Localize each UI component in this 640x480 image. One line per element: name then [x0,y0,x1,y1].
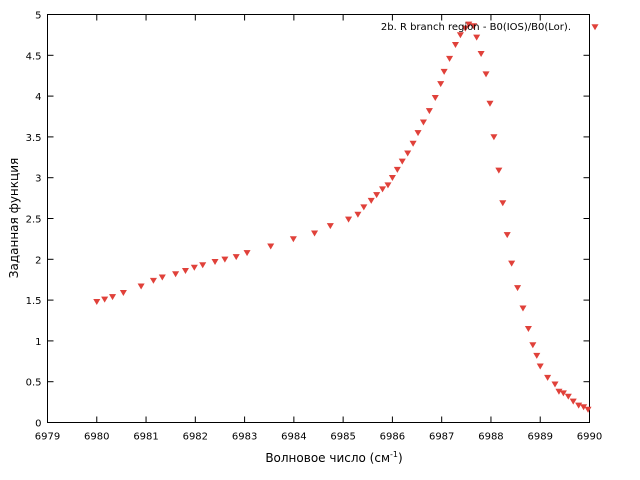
x-tick-label: 6983 [232,432,257,443]
data-point [360,204,368,211]
data-point [456,32,464,39]
data-point [311,230,319,237]
legend: 2b. R branch region - B0(IOS)/B0(Lor). [381,22,599,33]
data-point [514,285,522,292]
data-point [584,406,592,413]
data-point [409,140,417,147]
data-point [470,23,478,30]
data-point [519,305,527,312]
y-tick-label: 2 [35,255,41,266]
data-point [499,200,507,207]
data-point [398,158,406,165]
data-point [451,41,460,48]
data-point [367,197,375,204]
plot-frame [47,14,590,423]
data-point [508,260,516,267]
y-tick-label: 2.5 [26,215,42,226]
data-point [388,175,396,181]
data-point [181,268,189,275]
data-point [354,211,362,218]
data-point [158,274,166,281]
data-point [149,277,157,284]
data-point [119,290,127,297]
y-tick-label: 1 [35,337,41,348]
data-point [440,68,448,75]
data-point [490,134,498,141]
data-point [199,262,207,269]
axis-ticks: 6979 6980 6981 6982 6983 6984 6985 6986 6987 6988… [26,11,603,443]
x-tick-label: 6982 [183,432,208,443]
data-point [419,119,427,126]
data-point [345,216,353,223]
data-point [495,167,503,174]
y-tick-label: 3.5 [26,133,42,144]
data-point [326,223,334,230]
data-point [232,254,240,261]
x-tick-label: 6980 [84,432,109,443]
data-point [393,166,401,173]
data-point [569,398,577,405]
x-axis-label: Волновое число (см-1) [265,450,402,465]
data-point [289,236,297,243]
data-point [533,352,541,359]
data-point [172,271,180,278]
x-tick-label: 6986 [380,432,405,443]
data-point [461,25,469,32]
data-point [544,374,552,381]
data-point [221,256,229,263]
data-point [267,243,275,250]
y-axis-label: Заданная функция [7,158,21,278]
y-tick-label: 3 [35,174,41,185]
data-point [93,299,101,306]
data-point [446,55,454,62]
y-tick-label: 4.5 [26,51,42,62]
data-point [431,95,439,102]
data-point [109,294,117,301]
legend-marker [591,24,599,31]
data-point [190,264,198,271]
y-tick-label: 5 [35,11,41,22]
data-point [384,182,392,189]
x-tick-label: 6990 [577,432,602,443]
data-point [373,192,381,199]
data-point [404,150,412,157]
data-point [524,325,532,332]
data-point [503,232,511,239]
data-point [137,283,145,290]
data-point [486,100,494,107]
x-tick-label: 6988 [478,432,503,443]
x-tick-label: 6985 [330,432,355,443]
data-point [575,402,583,409]
x-tick-label: 6979 [35,432,60,443]
data-point [425,108,433,115]
x-tick-label: 6984 [281,432,306,443]
data-point [529,342,537,349]
data-point [555,388,563,395]
legend-label: 2b. R branch region - B0(IOS)/B0(Lor). [381,22,571,33]
data-point [379,186,387,193]
y-tick-label: 1.5 [26,296,42,307]
x-tick-label: 6987 [429,432,454,443]
y-tick-label: 0.5 [26,378,42,389]
data-point [477,50,485,57]
y-tick-label: 4 [35,92,41,103]
data-point [536,363,544,370]
x-tick-label: 6989 [528,432,553,443]
data-point [243,250,251,257]
data-point [101,296,109,303]
data-point [473,34,481,41]
data-points [93,21,592,413]
y-tick-label: 0 [35,419,41,430]
data-point [564,393,572,400]
data-point [465,21,473,28]
data-point [551,381,559,388]
x-tick-label: 6981 [133,432,158,443]
data-point [559,390,567,397]
data-point [211,259,219,266]
data-point [482,71,490,78]
data-point [414,130,422,137]
data-point [437,81,445,88]
